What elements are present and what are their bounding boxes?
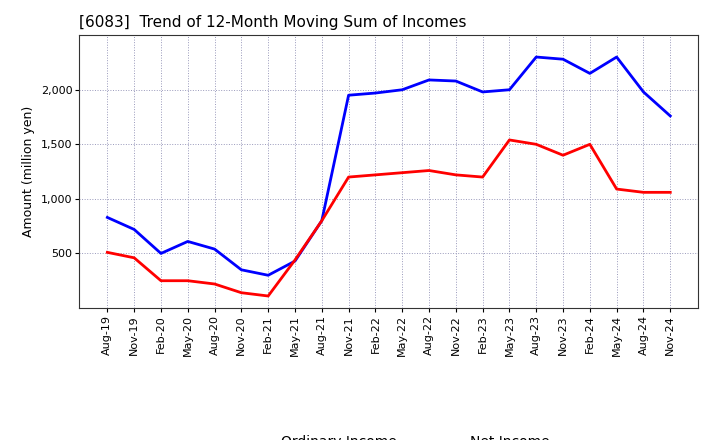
Ordinary Income bbox=[184, 239, 192, 244]
Net Income bbox=[157, 278, 166, 283]
Ordinary Income bbox=[130, 227, 138, 232]
Net Income bbox=[425, 168, 433, 173]
Ordinary Income bbox=[478, 89, 487, 95]
Ordinary Income bbox=[639, 89, 648, 95]
Ordinary Income bbox=[237, 267, 246, 272]
Net Income bbox=[184, 278, 192, 283]
Net Income bbox=[639, 190, 648, 195]
Line: Ordinary Income: Ordinary Income bbox=[107, 57, 670, 275]
Ordinary Income bbox=[210, 246, 219, 252]
Net Income bbox=[318, 218, 326, 224]
Net Income bbox=[398, 170, 407, 175]
Text: [6083]  Trend of 12-Month Moving Sum of Incomes: [6083] Trend of 12-Month Moving Sum of I… bbox=[79, 15, 467, 30]
Net Income bbox=[559, 153, 567, 158]
Ordinary Income bbox=[425, 77, 433, 83]
Net Income bbox=[237, 290, 246, 295]
Ordinary Income bbox=[666, 114, 675, 119]
Ordinary Income bbox=[532, 55, 541, 60]
Ordinary Income bbox=[585, 71, 594, 76]
Ordinary Income bbox=[371, 90, 379, 95]
Ordinary Income bbox=[157, 251, 166, 256]
Net Income bbox=[451, 172, 460, 177]
Legend: Ordinary Income, Net Income: Ordinary Income, Net Income bbox=[222, 429, 555, 440]
Net Income bbox=[505, 137, 514, 143]
Ordinary Income bbox=[505, 87, 514, 92]
Ordinary Income bbox=[612, 55, 621, 60]
Ordinary Income bbox=[264, 273, 272, 278]
Net Income bbox=[371, 172, 379, 177]
Net Income bbox=[130, 255, 138, 260]
Net Income bbox=[210, 281, 219, 286]
Ordinary Income bbox=[318, 218, 326, 224]
Net Income bbox=[291, 257, 300, 263]
Net Income bbox=[666, 190, 675, 195]
Ordinary Income bbox=[344, 92, 353, 98]
Ordinary Income bbox=[291, 258, 300, 264]
Net Income bbox=[612, 187, 621, 192]
Net Income bbox=[585, 142, 594, 147]
Line: Net Income: Net Income bbox=[107, 140, 670, 296]
Net Income bbox=[264, 293, 272, 299]
Ordinary Income bbox=[451, 78, 460, 84]
Net Income bbox=[532, 142, 541, 147]
Net Income bbox=[478, 174, 487, 180]
Ordinary Income bbox=[398, 87, 407, 92]
Net Income bbox=[103, 250, 112, 255]
Ordinary Income bbox=[559, 57, 567, 62]
Y-axis label: Amount (million yen): Amount (million yen) bbox=[22, 106, 35, 237]
Ordinary Income bbox=[103, 215, 112, 220]
Net Income bbox=[344, 174, 353, 180]
